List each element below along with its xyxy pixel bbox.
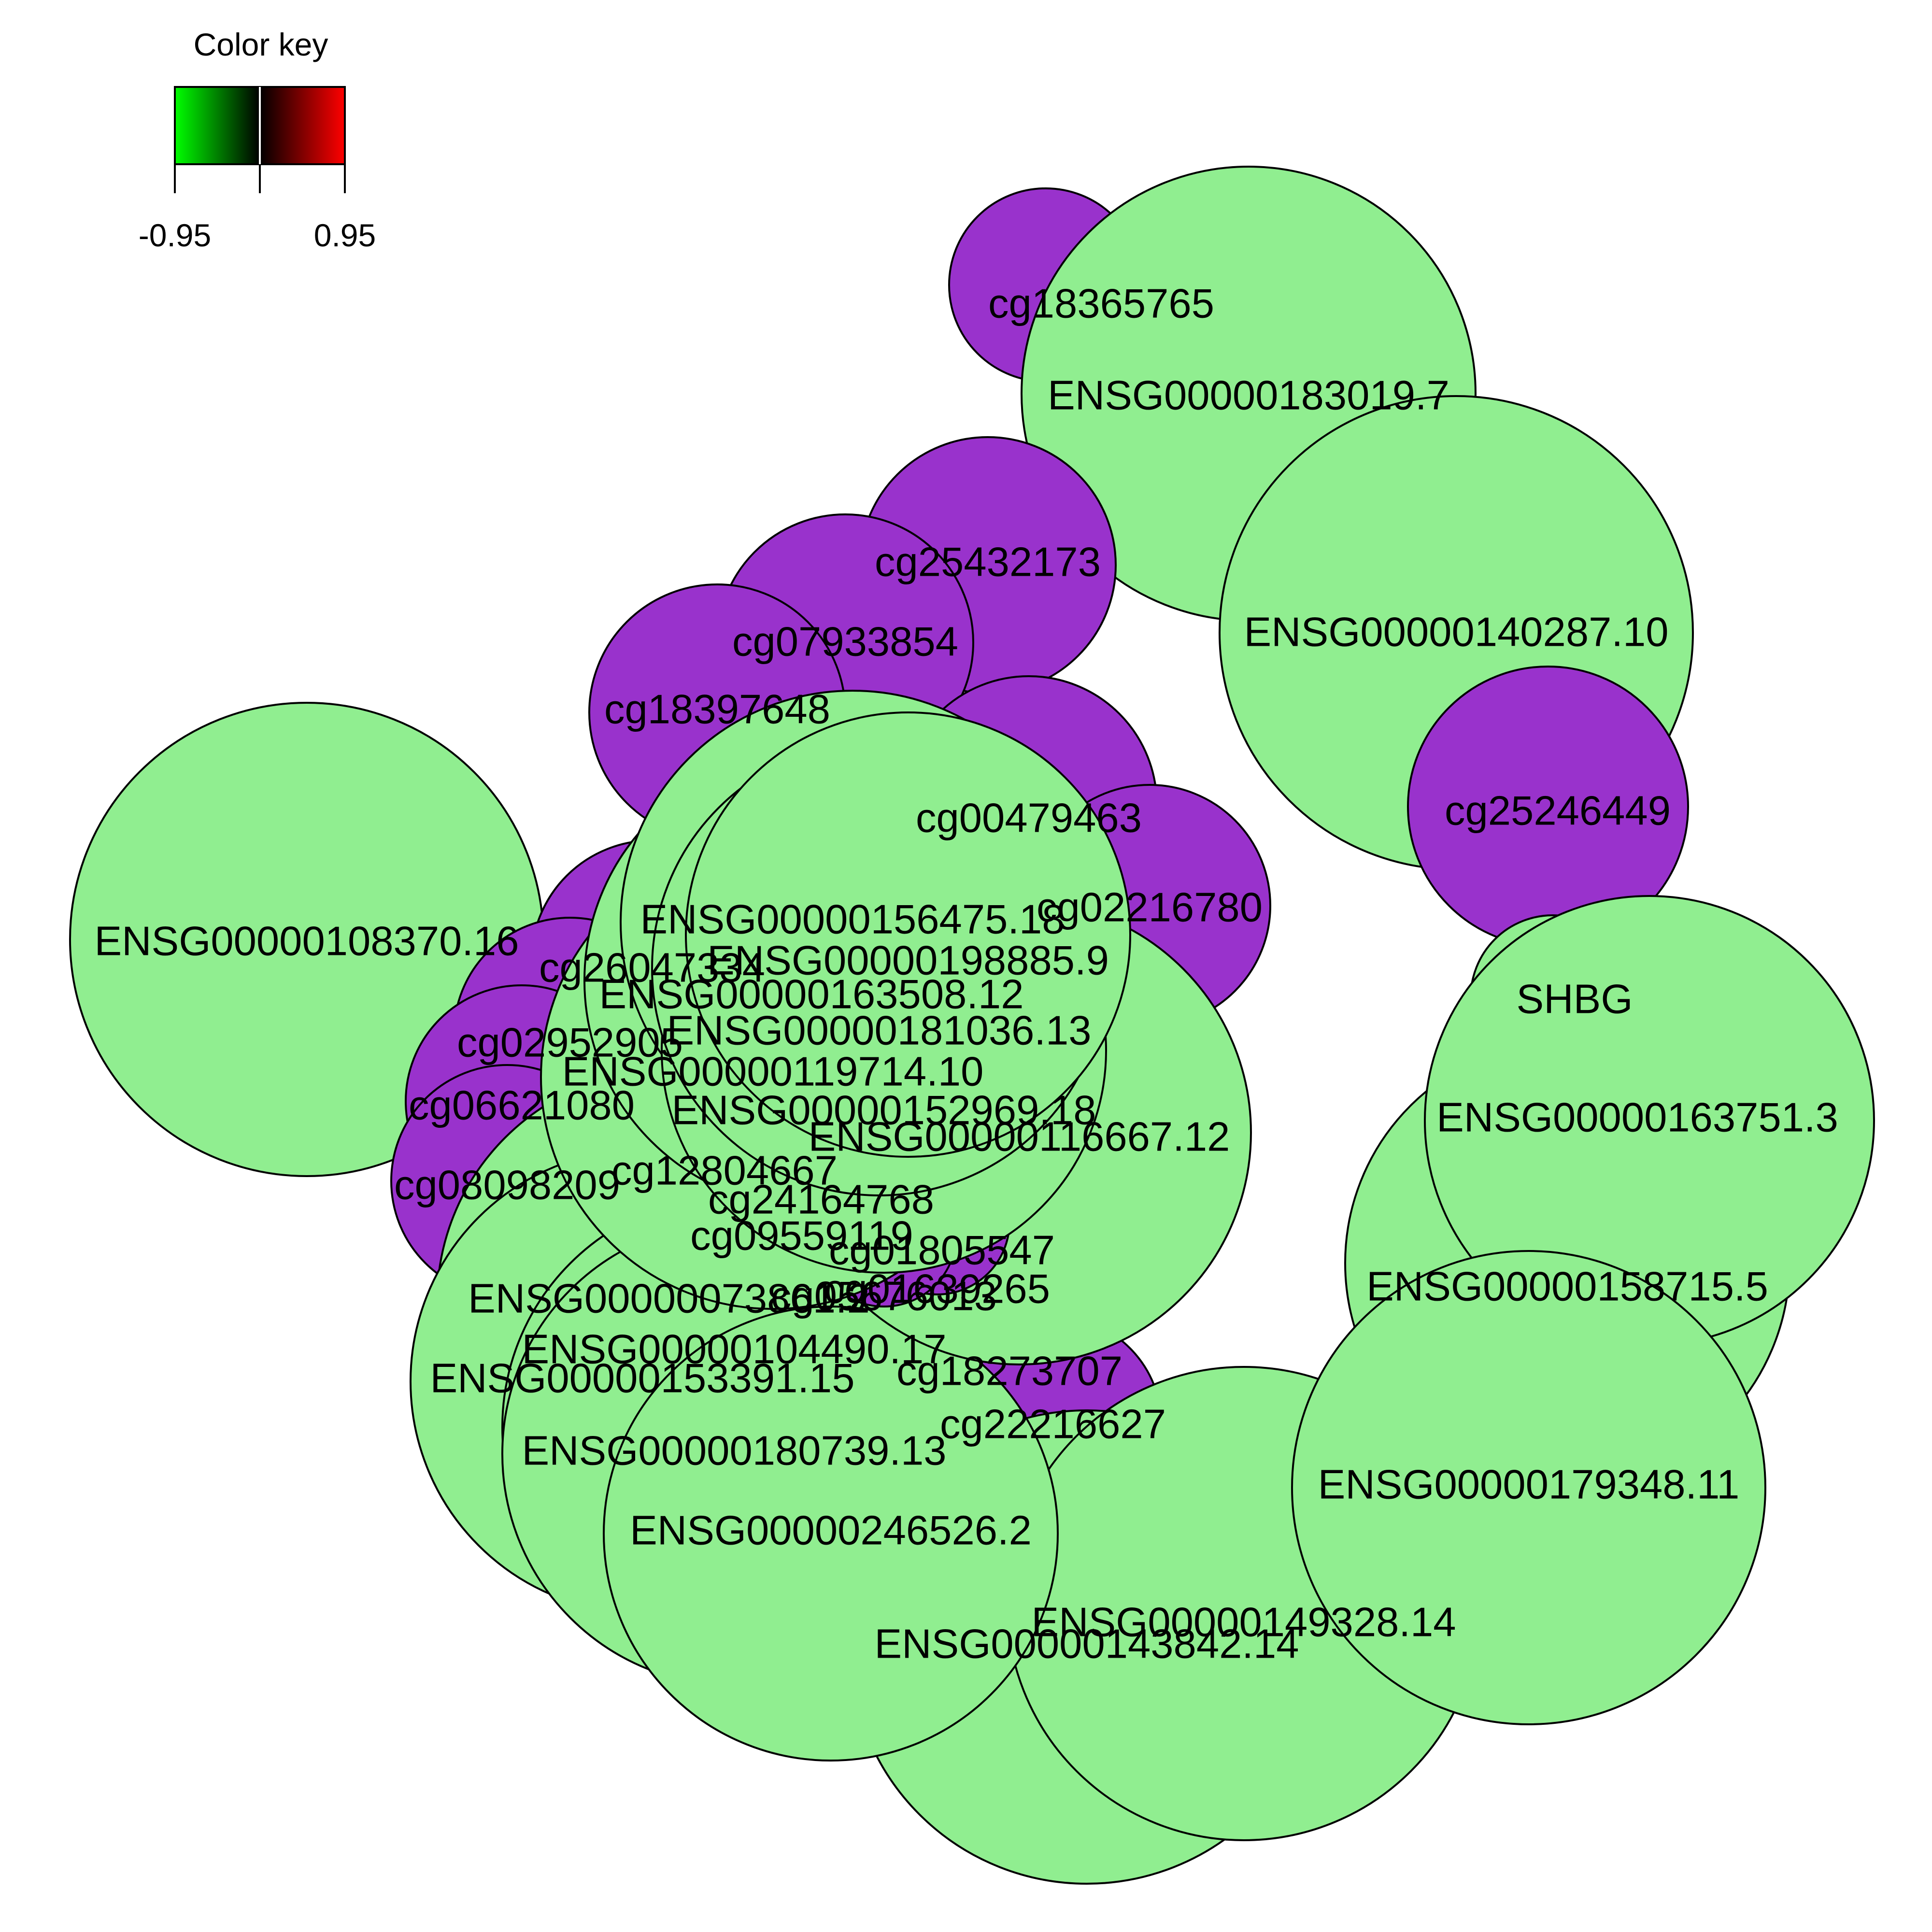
node-label-cg01639265: cg01639265	[824, 1266, 1050, 1312]
node-label-cg22216627: cg22216627	[940, 1401, 1166, 1447]
node-label-ENSG00000140287.10: ENSG00000140287.10	[1244, 609, 1668, 655]
node-label-cg07933854: cg07933854	[732, 619, 958, 665]
node-label-ENSG00000116667.12: ENSG00000116667.12	[809, 1114, 1230, 1160]
node-ENSG00000179348.11[interactable]	[1291, 1250, 1766, 1725]
node-label-cg05676013: cg05676013	[771, 1273, 997, 1319]
color-key: Color key -0.95 0.95	[139, 27, 376, 253]
node-label-cg01805547: cg01805547	[829, 1227, 1055, 1273]
node-ENSG00000246526.2[interactable]	[603, 1306, 1059, 1762]
color-key-positive-band	[260, 87, 345, 164]
node-label-cg25432173: cg25432173	[875, 539, 1101, 585]
node-label-SHBG: SHBG	[1517, 976, 1633, 1022]
node-label-ENSG00000183019.7: ENSG00000183019.7	[1048, 372, 1449, 418]
color-key-title: Color key	[194, 27, 328, 62]
node-label-ENSG00000108370.16: ENSG00000108370.16	[94, 918, 519, 964]
node-label-ENSG00000198885.9: ENSG00000198885.9	[707, 938, 1109, 983]
node-label-cg09559119: cg09559119	[690, 1213, 913, 1259]
nodes-layer: ENSG00000108370.16 cg18365765 ENSG00000183…	[69, 166, 1875, 1885]
node-label-cg18397648: cg18397648	[604, 686, 830, 732]
node-label-ENSG00000180739.13: ENSG00000180739.13	[522, 1428, 946, 1474]
color-key-max-label: 0.95	[314, 217, 376, 253]
node-label-cg18365765: cg18365765	[988, 281, 1214, 327]
node-label-ENSG00000179348.11: ENSG00000179348.11	[1318, 1462, 1740, 1507]
node-label-ENSG00000181036.13: ENSG00000181036.13	[667, 1008, 1091, 1053]
node-label-ENSG00000156475.18: ENSG00000156475.18	[640, 896, 1065, 942]
color-key-negative-band	[175, 87, 260, 164]
node-label-cg06621080: cg06621080	[409, 1082, 635, 1128]
node-label-cg02952905: cg02952905	[457, 1020, 683, 1065]
node-label-ENSG00000143842.14: ENSG00000143842.14	[874, 1621, 1299, 1667]
node-label-cg26047334: cg26047334	[539, 945, 765, 991]
node-label-ENSG00000158715.5: ENSG00000158715.5	[1366, 1264, 1768, 1309]
node-label-ENSG00000153391.15: ENSG00000153391.15	[430, 1355, 854, 1401]
node-label-cg18273707: cg18273707	[896, 1348, 1122, 1394]
node-label-cg12804667: cg12804667	[611, 1148, 838, 1193]
node-label-ENSG00000119714.10: ENSG00000119714.10	[562, 1049, 984, 1094]
node-label-ENSG00000104490.17: ENSG00000104490.17	[522, 1326, 946, 1372]
node-label-cg00479463: cg00479463	[916, 795, 1142, 841]
node-label-ENSG00000149328.14: ENSG00000149328.14	[1031, 1599, 1456, 1645]
node-label-cg02216780: cg02216780	[1037, 884, 1263, 930]
node-label-ENSG00000073861.2: ENSG00000073861.2	[468, 1276, 870, 1321]
node-label-ENSG00000163751.3: ENSG00000163751.3	[1436, 1094, 1838, 1140]
node-ENSG00000198885.9[interactable]	[685, 711, 1131, 1158]
node-label-cg08098209: cg08098209	[394, 1162, 620, 1208]
node-label-ENSG00000163508.12: ENSG00000163508.12	[599, 971, 1023, 1017]
node-label-cg24164768: cg24164768	[708, 1177, 934, 1222]
node-label-ENSG00000246526.2: ENSG00000246526.2	[630, 1507, 1032, 1553]
node-label-cg25246449: cg25246449	[1445, 788, 1671, 834]
color-key-min-label: -0.95	[139, 217, 211, 253]
node-label-ENSG00000152969.18: ENSG00000152969.18	[671, 1087, 1096, 1133]
